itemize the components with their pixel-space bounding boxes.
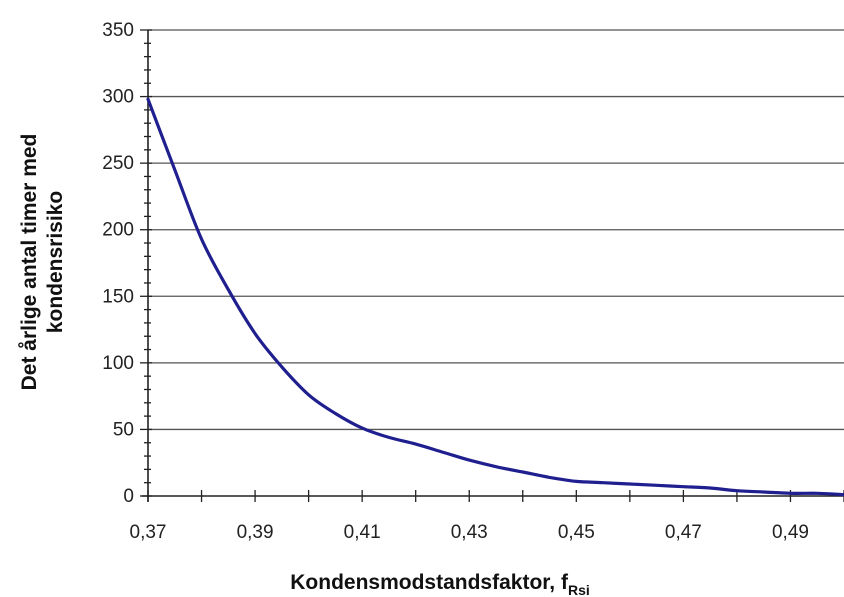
y-tick-label: 300 <box>102 87 134 108</box>
x-axis-title-text: Kondensmodstandsfaktor, f <box>290 571 569 594</box>
x-tick-label: 0,45 <box>558 522 595 543</box>
y-axis-title-line2: kondensrisiko <box>44 191 67 333</box>
x-tick-label: 0,49 <box>772 522 809 543</box>
y-tick-label: 200 <box>102 220 134 241</box>
axis-ticks <box>140 29 844 502</box>
y-axis-title: Det årlige antal timer med kondensrisiko <box>18 134 67 391</box>
x-tick-label: 0,47 <box>665 522 702 543</box>
x-tick-label: 0,43 <box>451 522 488 543</box>
y-tick-label: 0 <box>123 486 134 507</box>
y-tick-label: 150 <box>102 286 134 307</box>
x-axis-title: Kondensmodstandsfaktor, fRsi <box>290 571 590 597</box>
series-line <box>146 97 844 497</box>
x-tick-label: 0,41 <box>344 522 381 543</box>
y-tick-label: 50 <box>113 419 134 440</box>
y-tick-label: 250 <box>102 153 134 174</box>
series-layer <box>146 97 844 497</box>
y-tick-label: 350 <box>102 20 134 41</box>
x-tick-label: 0,37 <box>130 522 167 543</box>
y-tick-label: 100 <box>102 353 134 374</box>
x-tick-label: 0,39 <box>237 522 274 543</box>
gridlines <box>148 29 844 431</box>
axes <box>142 30 844 502</box>
x-axis-title-subscript: Rsi <box>568 582 590 597</box>
tick-labels: 0 50 100 150 200 250 300 350 0,37 0,39 0,41 0,43 0,4… <box>102 20 809 543</box>
y-axis-title-line1: Det årlige antal timer med <box>18 134 41 391</box>
